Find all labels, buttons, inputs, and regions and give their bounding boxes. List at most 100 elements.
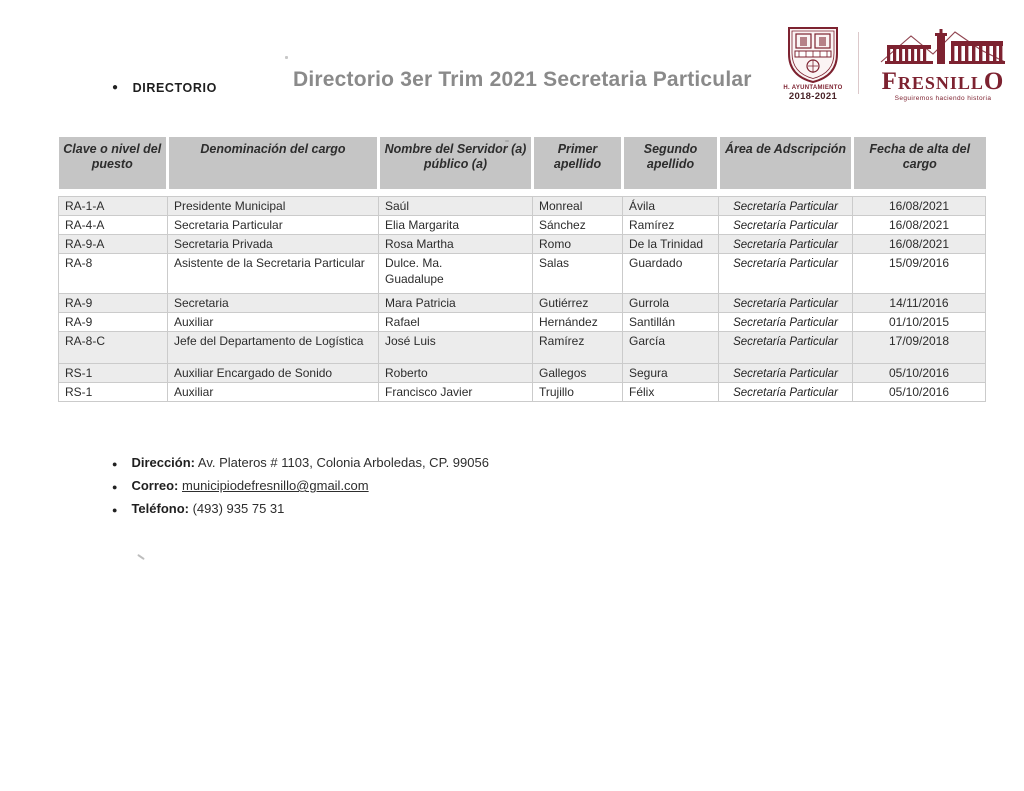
bullet-icon: ● — [112, 505, 118, 515]
table-cell: 15/09/2016 — [852, 253, 986, 294]
table-row: RA-9-A Secretaria Privada Rosa Martha Romo D… — [58, 234, 986, 254]
table-cell: Hernández — [532, 312, 623, 332]
table-cell: Dulce. Ma. Guadalupe — [378, 253, 533, 294]
table-cell: Monreal — [532, 196, 623, 216]
fresnillo-logo: FRESNILLO Seguiremos haciendo historia — [872, 28, 1014, 102]
table-row: RA-1-A Presidente Municipal Saúl Monreal Ávi… — [58, 196, 986, 216]
bullet-icon: ● — [112, 82, 119, 93]
table-cell: Gutiérrez — [532, 293, 623, 313]
contact-phone: ● Teléfono: (493) 935 75 31 — [112, 498, 489, 521]
contact-address: ● Dirección: Av. Plateros # 1103, Coloni… — [112, 452, 489, 475]
table-cell: Secretaría Particular — [718, 234, 853, 254]
section-label: ● DIRECTORIO — [112, 81, 217, 95]
table-row: RA-9 Auxiliar Rafael Hernández Santillán Secr… — [58, 312, 986, 332]
table-cell: Secretaría Particular — [718, 382, 853, 402]
column-header: Clave o nivel del puesto — [58, 137, 168, 189]
table-row: RA-8 Asistente de la Secretaria Particula… — [58, 253, 986, 294]
crest-logo: H. AYUNTAMIENTO 2018-2021 — [782, 26, 844, 102]
table-cell: Secretaría Particular — [718, 293, 853, 313]
table-body: RA-1-A Presidente Municipal Saúl Monreal Ávi… — [58, 189, 986, 402]
page-title: Directorio 3er Trim 2021 Secretaria Part… — [293, 68, 752, 91]
table-cell: 05/10/2016 — [852, 382, 986, 402]
table-cell: Félix — [622, 382, 719, 402]
table-cell: Gallegos — [532, 363, 623, 383]
fresnillo-wordmark: FRESNILLO — [881, 68, 1005, 95]
crest-years: 2018-2021 — [788, 91, 838, 102]
bullet-icon: ● — [112, 482, 118, 492]
table-cell: Ávila — [622, 196, 719, 216]
header-gap — [58, 189, 986, 197]
table-cell: RA-4-A — [58, 215, 168, 235]
table-cell: RA-8-C — [58, 331, 168, 364]
table-header-row: Clave o nivel del puesto Denominación del… — [58, 137, 986, 189]
email-text: municipiodefresnillo@gmail.com — [182, 478, 369, 493]
table-cell: Jefe del Departamento de Logística — [167, 331, 379, 364]
fresnillo-building-icon — [880, 29, 1006, 64]
table-cell: Roberto — [378, 363, 533, 383]
table-cell: Asistente de la Secretaria Particular — [167, 253, 379, 294]
table-cell: 05/10/2016 — [852, 363, 986, 383]
table-row: RA-8-C Jefe del Departamento de Logística… — [58, 331, 986, 364]
directory-table: Clave o nivel del puesto Denominación del… — [58, 137, 986, 402]
table-cell: 01/10/2015 — [852, 312, 986, 332]
table-cell: 14/11/2016 — [852, 293, 986, 313]
table-cell: RA-1-A — [58, 196, 168, 216]
table-cell: De la Trinidad — [622, 234, 719, 254]
table-cell: Auxiliar — [167, 382, 379, 402]
column-header: Segundo apellido — [621, 137, 719, 189]
table-cell: Ramírez — [622, 215, 719, 235]
table-cell: 16/08/2021 — [852, 215, 986, 235]
table-cell: RA-9 — [58, 293, 168, 313]
table-cell: Rosa Martha — [378, 234, 533, 254]
table-cell: Secretaria Particular — [167, 215, 379, 235]
table-row: RA-4-A Secretaria Particular Elia Margarit… — [58, 215, 986, 235]
logo-divider — [858, 32, 859, 94]
column-header: Primer apellido — [531, 137, 623, 189]
scan-speck — [505, 140, 509, 142]
table-cell: RS-1 — [58, 363, 168, 383]
table-cell: RA-9-A — [58, 234, 168, 254]
table-row: RA-9 Secretaria Mara Patricia Gutiérrez Gurr… — [58, 293, 986, 313]
table-cell: Salas — [532, 253, 623, 294]
table-cell: Gurrola — [622, 293, 719, 313]
table-cell: Secretaría Particular — [718, 363, 853, 383]
bullet-icon: ● — [112, 459, 118, 469]
table-cell: Romo — [532, 234, 623, 254]
table-cell: Sánchez — [532, 215, 623, 235]
table-cell: Secretaría Particular — [718, 331, 853, 364]
table-cell: RA-9 — [58, 312, 168, 332]
contact-email: ● Correo: municipiodefresnillo@gmail.com — [112, 475, 489, 498]
table-cell: Mara Patricia — [378, 293, 533, 313]
table-cell: Auxiliar Encargado de Sonido — [167, 363, 379, 383]
table-cell: Secretaría Particular — [718, 196, 853, 216]
table-cell: Ramírez — [532, 331, 623, 364]
table-cell: Rafael — [378, 312, 533, 332]
table-cell: García — [622, 331, 719, 364]
table-cell: Secretaria Privada — [167, 234, 379, 254]
section-label-text: DIRECTORIO — [132, 81, 217, 95]
crest-caption: H. AYUNTAMIENTO — [783, 85, 843, 91]
table-cell: Secretaria — [167, 293, 379, 313]
table-cell: Saúl — [378, 196, 533, 216]
table-cell: RA-8 — [58, 253, 168, 294]
table-cell: Presidente Municipal — [167, 196, 379, 216]
table-cell: Francisco Javier — [378, 382, 533, 402]
table-row: RS-1 Auxiliar Encargado de Sonido Roberto G… — [58, 363, 986, 383]
table-cell: Secretaría Particular — [718, 253, 853, 294]
column-header: Fecha de alta del cargo — [851, 137, 986, 189]
scan-speck — [285, 56, 288, 59]
column-header: Área de Adscripción — [717, 137, 853, 189]
table-row: RS-1 Auxiliar Francisco Javier Trujillo Féli… — [58, 382, 986, 402]
scan-speck — [137, 553, 145, 561]
table-cell: Santillán — [622, 312, 719, 332]
table-cell: Secretaría Particular — [718, 215, 853, 235]
column-header: Denominación del cargo — [166, 137, 379, 189]
contact-list: ● Dirección: Av. Plateros # 1103, Coloni… — [112, 452, 489, 521]
table-cell: Elia Margarita — [378, 215, 533, 235]
column-header: Nombre del Servidor (a) público (a) — [377, 137, 533, 189]
table-cell: Auxiliar — [167, 312, 379, 332]
table-cell: José Luis — [378, 331, 533, 364]
table-cell: Trujillo — [532, 382, 623, 402]
table-cell: Segura — [622, 363, 719, 383]
